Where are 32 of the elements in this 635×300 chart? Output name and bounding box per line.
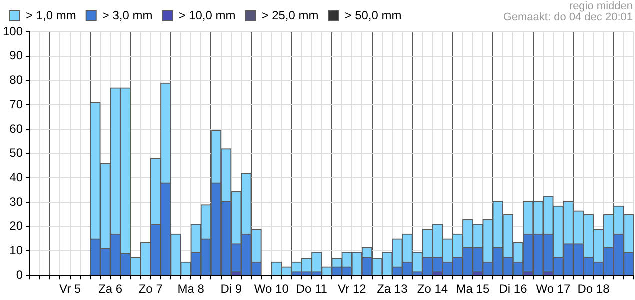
x-tick-label: Za 6 — [98, 282, 123, 296]
x-tick-label: Di 16 — [499, 282, 528, 296]
y-tick-label: 100 — [2, 24, 24, 38]
x-tick-label: Do 18 — [578, 282, 610, 296]
x-tick-label: Ma 15 — [456, 282, 490, 296]
legend-label: > 25,0 mm — [262, 8, 319, 22]
y-tick-label: 80 — [10, 73, 24, 88]
y-tick-label: 10 — [10, 244, 24, 258]
legend-label: > 1,0 mm — [26, 8, 76, 22]
x-tick-label: Zo 7 — [138, 282, 164, 296]
y-tick-label: 20 — [10, 219, 24, 234]
legend-label: > 10,0 mm — [178, 8, 236, 22]
x-tick-label: Zo 14 — [417, 282, 448, 296]
text: Gemaakt: do 04 dec 20:01 — [503, 12, 633, 24]
y-tick-label: 30 — [10, 194, 24, 209]
x-tick-label: Di 9 — [220, 282, 242, 296]
y-tick-label: 60 — [10, 122, 24, 136]
x-tick-label: Wo 10 — [254, 282, 290, 296]
x-tick-label: Vr 5 — [60, 282, 82, 296]
legend-label: > 3,0 mm — [102, 8, 153, 22]
y-tick-label: 0 — [16, 268, 24, 282]
y-tick-label: 50 — [10, 146, 24, 160]
x-tick-label: Do 11 — [296, 282, 328, 296]
text: regio midden — [569, 0, 633, 13]
x-tick-label: Za 13 — [377, 282, 408, 296]
x-tick-label: Ma 8 — [178, 282, 205, 296]
x-tick-label: Vr 12 — [338, 282, 367, 296]
y-tick-label: 40 — [10, 170, 24, 184]
y-tick-label: 70 — [10, 97, 24, 112]
x-tick-label: Wo 17 — [536, 282, 572, 296]
y-tick-label: 90 — [10, 48, 24, 63]
legend-label: > 50,0 mm — [344, 8, 402, 22]
